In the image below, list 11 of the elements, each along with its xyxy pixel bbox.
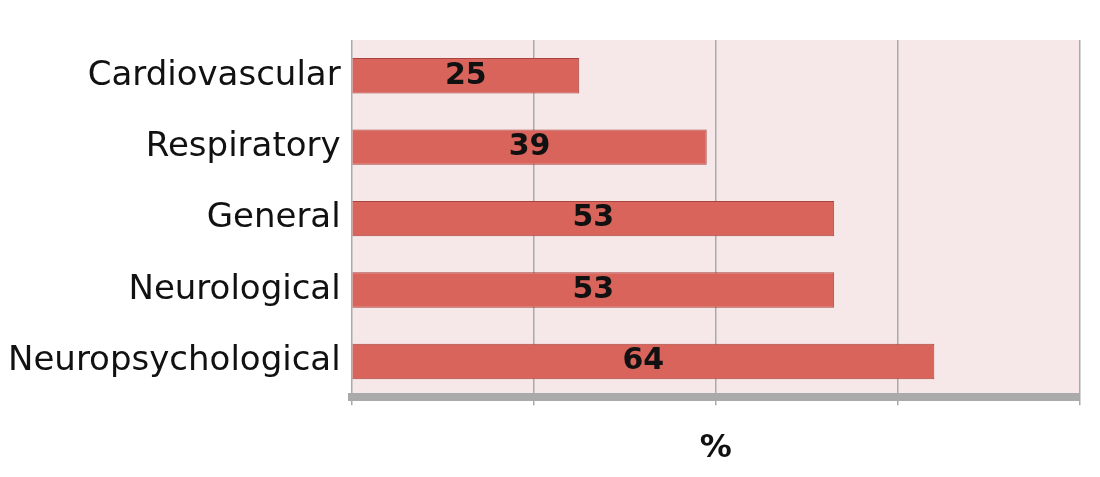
data-label: 25 [444, 55, 487, 91]
x-axis-title: % [699, 427, 732, 466]
data-label: 53 [572, 269, 615, 305]
y-tick-label: General [206, 195, 341, 236]
data-label: 53 [572, 198, 615, 234]
y-tick-label: Cardiovascular [87, 52, 341, 93]
y-tick-label: Neurological [128, 266, 341, 307]
y-tick-label: Respiratory [145, 123, 341, 164]
data-label: 39 [508, 126, 551, 162]
data-label: 64 [622, 341, 665, 377]
y-tick-label: Neuropsychological [7, 338, 341, 379]
